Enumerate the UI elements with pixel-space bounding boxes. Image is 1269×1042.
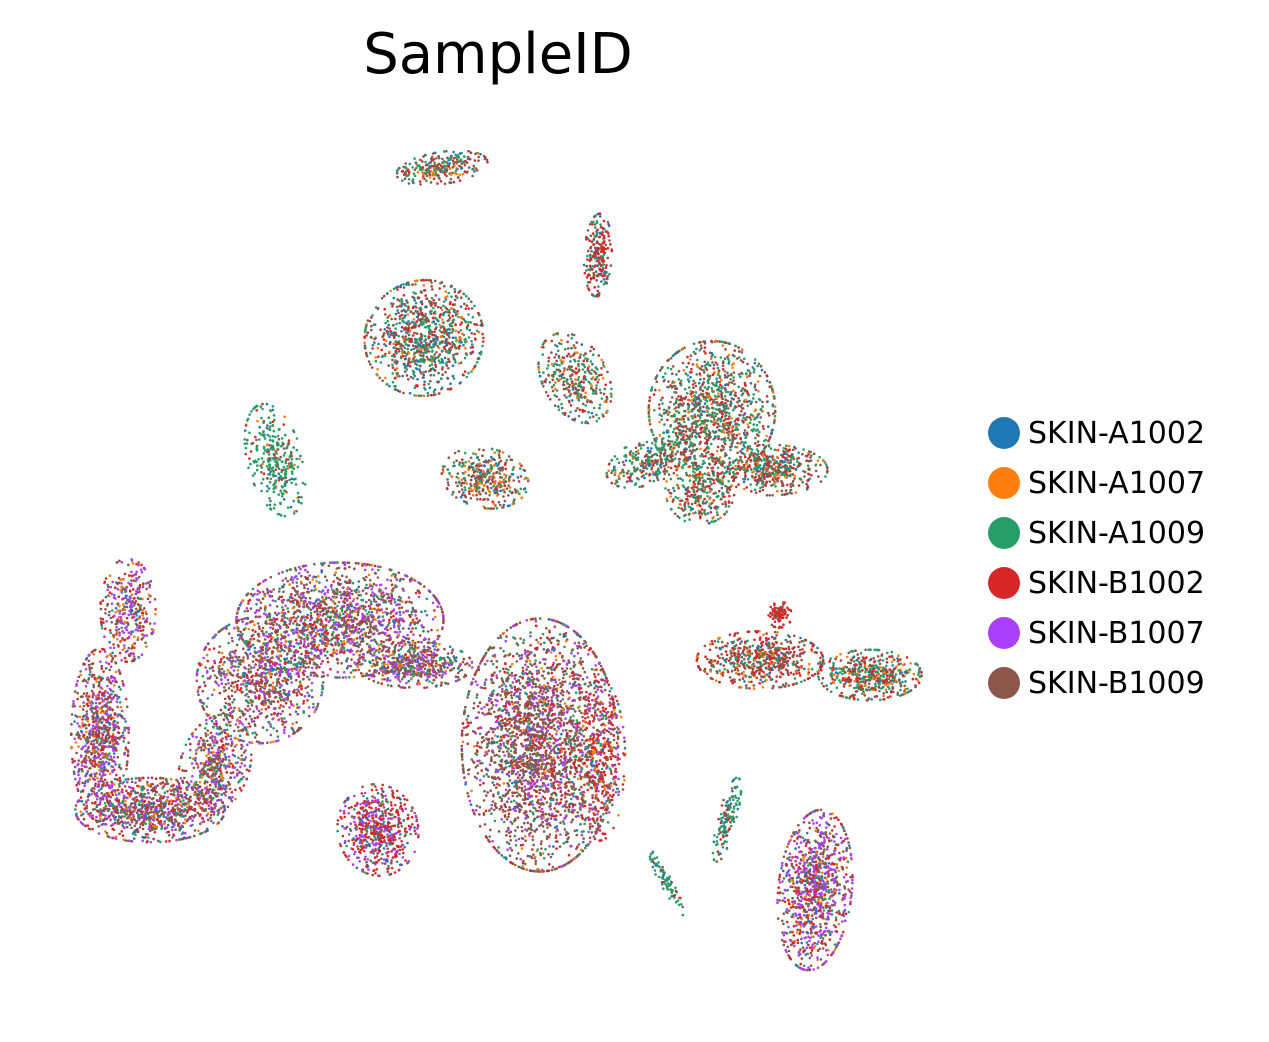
legend-marker: [988, 467, 1020, 499]
legend-item: SKIN-A1002: [988, 408, 1205, 458]
legend-label: SKIN-B1002: [1028, 565, 1205, 601]
legend-item: SKIN-B1002: [988, 558, 1205, 608]
legend-label: SKIN-A1002: [1028, 415, 1206, 451]
legend-label: SKIN-B1007: [1028, 615, 1205, 651]
chart-title: SampleID: [363, 22, 633, 87]
legend-label: SKIN-B1009: [1028, 665, 1205, 701]
legend-marker: [988, 567, 1020, 599]
legend-marker: [988, 667, 1020, 699]
legend-item: SKIN-A1009: [988, 508, 1205, 558]
legend-label: SKIN-A1007: [1028, 465, 1206, 501]
legend-marker: [988, 517, 1020, 549]
legend-marker: [988, 617, 1020, 649]
legend-item: SKIN-B1009: [988, 658, 1205, 708]
legend-item: SKIN-B1007: [988, 608, 1205, 658]
umap-scatter-plot: [70, 149, 923, 972]
legend-label: SKIN-A1009: [1028, 515, 1206, 551]
legend-marker: [988, 417, 1020, 449]
legend: SKIN-A1002 SKIN-A1007 SKIN-A1009 SKIN-B1002…: [988, 408, 1205, 708]
legend-item: SKIN-A1007: [988, 458, 1205, 508]
